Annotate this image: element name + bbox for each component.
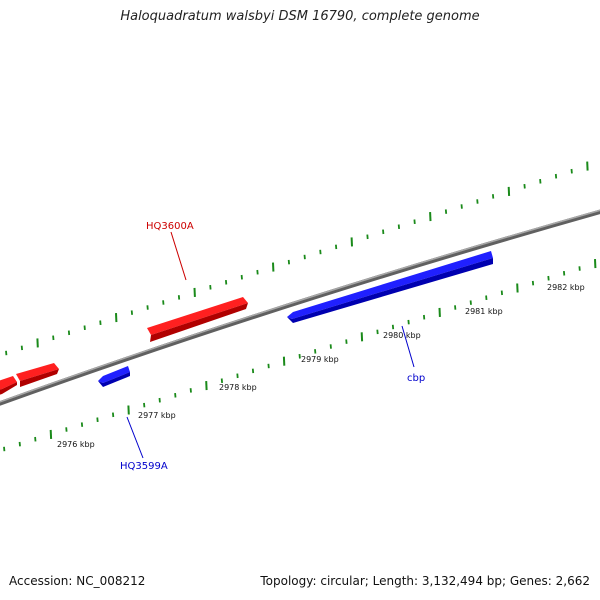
map-title: Haloquadratum walsbyi DSM 16790, complet…: [120, 9, 480, 24]
reverse-gene-hq3599a[interactable]: [98, 366, 130, 387]
gene-label-hq3599a[interactable]: HQ3599A: [120, 461, 168, 472]
outer-tick-track: [5, 161, 589, 356]
forward-gene-2[interactable]: [16, 363, 59, 387]
genome-backbone-highlight: [0, 209, 600, 403]
genome-backbone: [0, 209, 600, 406]
genome-summary: Topology: circular; Length: 3,132,494 bp…: [260, 574, 590, 588]
scale-label-2978: 2978 kbp: [219, 383, 257, 392]
gene-label-hq3600a[interactable]: HQ3600A: [146, 221, 194, 232]
scale-label-2982: 2982 kbp: [547, 283, 585, 292]
scale-label-2980: 2980 kbp: [383, 331, 421, 340]
forward-gene-hq3600a[interactable]: [147, 297, 248, 342]
inner-tick-track: [3, 259, 597, 452]
forward-gene-1[interactable]: [0, 376, 17, 396]
reverse-gene-cbp[interactable]: [287, 251, 493, 323]
accession-label: Accession: NC_008212: [9, 574, 146, 588]
scale-label-2981: 2981 kbp: [465, 307, 503, 316]
scale-label-2979: 2979 kbp: [301, 355, 339, 364]
scale-label-2977: 2977 kbp: [138, 411, 176, 420]
cbp-leader-line: [401, 325, 415, 368]
hq3600a-leader-line: [170, 231, 187, 281]
scale-label-2976: 2976 kbp: [57, 440, 95, 449]
hq3599a-leader-line: [126, 416, 144, 459]
gene-label-cbp[interactable]: cbp: [407, 373, 425, 384]
